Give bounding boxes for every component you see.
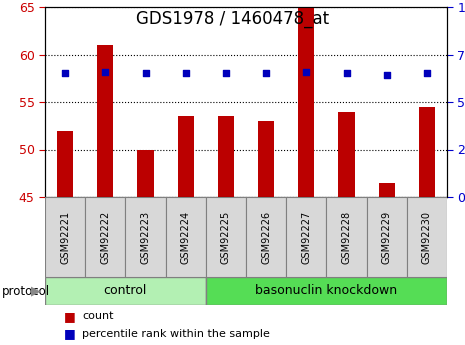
- Bar: [85, 197, 126, 277]
- Point: [383, 73, 391, 78]
- Point: [303, 69, 310, 75]
- Bar: [339, 111, 354, 197]
- Text: GSM92230: GSM92230: [422, 210, 432, 264]
- Text: percentile rank within the sample: percentile rank within the sample: [82, 329, 270, 339]
- Text: GSM92224: GSM92224: [181, 210, 191, 264]
- Bar: [57, 130, 73, 197]
- Bar: [206, 277, 447, 305]
- Bar: [419, 107, 435, 197]
- Bar: [45, 197, 85, 277]
- Text: GSM92229: GSM92229: [382, 210, 392, 264]
- Text: ■: ■: [64, 327, 75, 340]
- Point: [423, 71, 431, 76]
- Bar: [407, 197, 447, 277]
- Text: ▶: ▶: [31, 285, 40, 297]
- Point: [101, 69, 109, 75]
- Point: [262, 71, 270, 76]
- Bar: [97, 45, 113, 197]
- Point: [222, 71, 230, 76]
- Bar: [366, 197, 407, 277]
- Text: protocol: protocol: [2, 285, 50, 297]
- Text: GSM92222: GSM92222: [100, 210, 110, 264]
- Point: [182, 71, 189, 76]
- Point: [61, 71, 69, 76]
- Text: ■: ■: [64, 310, 75, 323]
- Text: GSM92221: GSM92221: [60, 210, 70, 264]
- Bar: [178, 116, 194, 197]
- Bar: [379, 183, 395, 197]
- Text: GSM92223: GSM92223: [140, 210, 151, 264]
- Text: GSM92225: GSM92225: [221, 210, 231, 264]
- Text: GSM92226: GSM92226: [261, 210, 271, 264]
- Text: count: count: [82, 311, 114, 321]
- Bar: [166, 197, 206, 277]
- Text: GSM92228: GSM92228: [341, 210, 352, 264]
- Bar: [258, 121, 274, 197]
- Bar: [286, 197, 326, 277]
- Point: [142, 71, 149, 76]
- Bar: [126, 197, 166, 277]
- Point: [343, 71, 350, 76]
- Bar: [45, 277, 206, 305]
- Bar: [298, 7, 314, 197]
- Text: GDS1978 / 1460478_at: GDS1978 / 1460478_at: [136, 10, 329, 28]
- Text: basonuclin knockdown: basonuclin knockdown: [255, 285, 398, 297]
- Bar: [326, 197, 366, 277]
- Bar: [138, 149, 153, 197]
- Bar: [206, 197, 246, 277]
- Bar: [218, 116, 234, 197]
- Text: control: control: [104, 285, 147, 297]
- Bar: [246, 197, 286, 277]
- Text: GSM92227: GSM92227: [301, 210, 311, 264]
